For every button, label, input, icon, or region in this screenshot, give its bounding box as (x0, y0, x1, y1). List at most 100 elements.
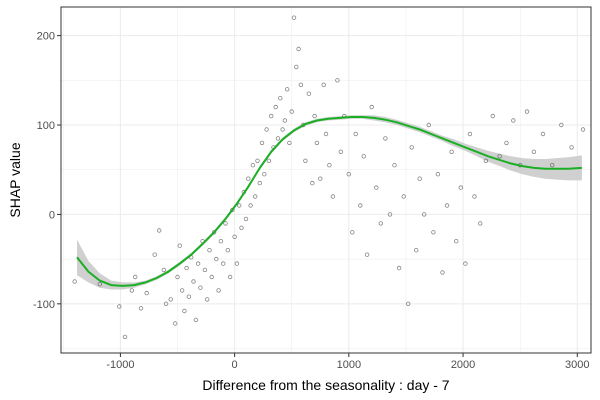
data-point (163, 301, 169, 306)
data-point (218, 238, 224, 244)
data-point (220, 261, 226, 266)
data-point (387, 212, 393, 217)
data-point (289, 109, 294, 114)
data-point (454, 238, 459, 244)
data-point (409, 145, 414, 150)
y-tick-label: 0 (49, 209, 55, 221)
data-point (458, 185, 463, 190)
data-point (236, 203, 242, 208)
data-point (122, 334, 128, 340)
data-point (172, 321, 178, 326)
x-tick-label: 1000 (337, 359, 361, 371)
panel-border (60, 6, 592, 354)
data-point (232, 234, 237, 239)
data-point (378, 221, 383, 226)
smooth-line-layer (76, 116, 582, 287)
y-tick-label: -100 (33, 299, 55, 311)
y-axis-title: SHAP value (7, 142, 23, 217)
data-point (511, 118, 516, 123)
data-point (435, 171, 441, 177)
data-point (177, 243, 182, 248)
data-point (358, 203, 363, 208)
points-layer (72, 15, 586, 340)
data-point (262, 171, 267, 177)
data-point (214, 256, 219, 262)
y-axis-ticks: -100 0 100 200 (33, 31, 61, 311)
data-point (182, 308, 187, 314)
data-point (531, 149, 537, 154)
data-point (97, 282, 102, 287)
data-point (550, 162, 555, 168)
data-point (156, 228, 162, 233)
data-point (248, 203, 253, 208)
data-point (257, 180, 262, 186)
x-axis-title: Difference from the seasonality : day - … (202, 377, 449, 393)
data-point (467, 131, 473, 137)
data-point (361, 154, 366, 159)
data-point (338, 149, 343, 154)
data-point (364, 252, 370, 257)
data-point (117, 304, 122, 309)
data-point (294, 64, 299, 70)
data-point (296, 46, 301, 52)
data-point (191, 279, 196, 284)
data-point (72, 279, 77, 284)
data-point (250, 162, 256, 168)
y-tick-label: 200 (37, 31, 55, 43)
data-point (269, 113, 274, 119)
data-point (287, 140, 292, 146)
data-point (490, 113, 495, 119)
data-point (323, 131, 329, 137)
data-point (346, 171, 351, 177)
data-point (497, 154, 502, 159)
y-tick-label: 100 (37, 120, 55, 132)
data-point (175, 274, 180, 280)
data-point (223, 221, 228, 226)
data-point (259, 140, 265, 146)
data-point (186, 294, 192, 299)
data-point (463, 261, 468, 266)
data-point (255, 158, 260, 163)
data-point (138, 306, 144, 311)
grid-layer (61, 7, 591, 353)
data-point (234, 261, 240, 266)
data-point (204, 297, 210, 302)
data-point (414, 247, 419, 253)
data-point (327, 162, 332, 168)
data-point (209, 274, 214, 280)
data-point (431, 230, 436, 235)
data-point (369, 104, 374, 110)
smooth-trend-line (76, 116, 582, 287)
data-point (280, 127, 285, 132)
data-point (202, 267, 208, 273)
x-tick-label: 2000 (451, 359, 475, 371)
x-tick-label: -1000 (106, 359, 134, 371)
data-point (168, 297, 173, 302)
data-point (483, 158, 489, 163)
data-point (318, 176, 323, 181)
data-point (335, 78, 340, 83)
data-point (569, 145, 574, 150)
data-point (422, 212, 427, 217)
data-point (129, 288, 134, 293)
data-point (246, 176, 251, 181)
panel-background (61, 7, 591, 353)
data-point (383, 136, 388, 141)
data-point (298, 82, 304, 87)
data-point (132, 274, 138, 280)
data-point (278, 95, 283, 101)
data-point (239, 225, 244, 230)
data-point (321, 82, 326, 87)
x-tick-label: 0 (232, 359, 238, 371)
data-point (184, 265, 189, 271)
data-point (193, 317, 198, 323)
data-point (350, 230, 355, 235)
data-point (195, 261, 201, 266)
x-tick-label: 3000 (565, 359, 589, 371)
data-point (266, 158, 272, 163)
data-point (275, 136, 281, 141)
data-point (227, 274, 233, 280)
data-point (152, 252, 157, 257)
